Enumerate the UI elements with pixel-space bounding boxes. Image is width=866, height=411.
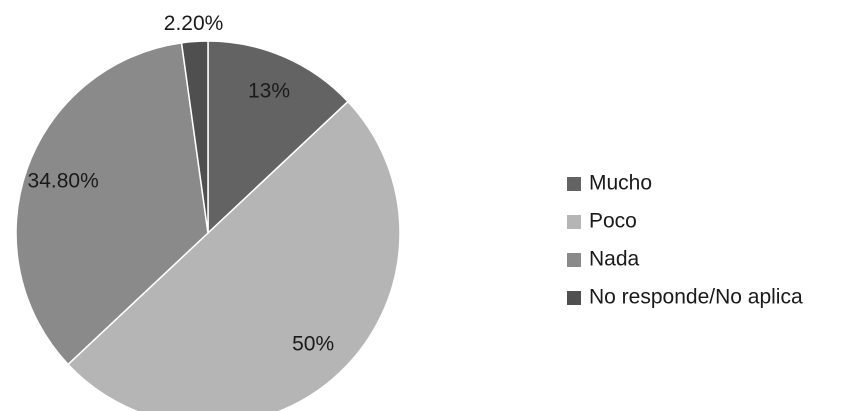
legend-swatch xyxy=(567,291,581,305)
legend-swatch xyxy=(567,215,581,229)
legend-label: Mucho xyxy=(589,172,652,195)
legend-label: Nada xyxy=(589,248,640,271)
legend-label: No responde/No aplica xyxy=(589,286,803,309)
pie-slice xyxy=(207,40,350,235)
data-label: 13% xyxy=(248,80,290,103)
pie-slice xyxy=(66,100,401,411)
pie-slice xyxy=(180,40,209,234)
data-label: 34.80% xyxy=(28,169,99,192)
pie-slice xyxy=(15,41,209,366)
data-label: 50% xyxy=(292,333,334,356)
legend-swatch xyxy=(567,253,581,267)
data-label: 2.20% xyxy=(164,12,224,35)
legend-label: Poco xyxy=(589,210,637,233)
legend-swatch xyxy=(567,177,581,191)
